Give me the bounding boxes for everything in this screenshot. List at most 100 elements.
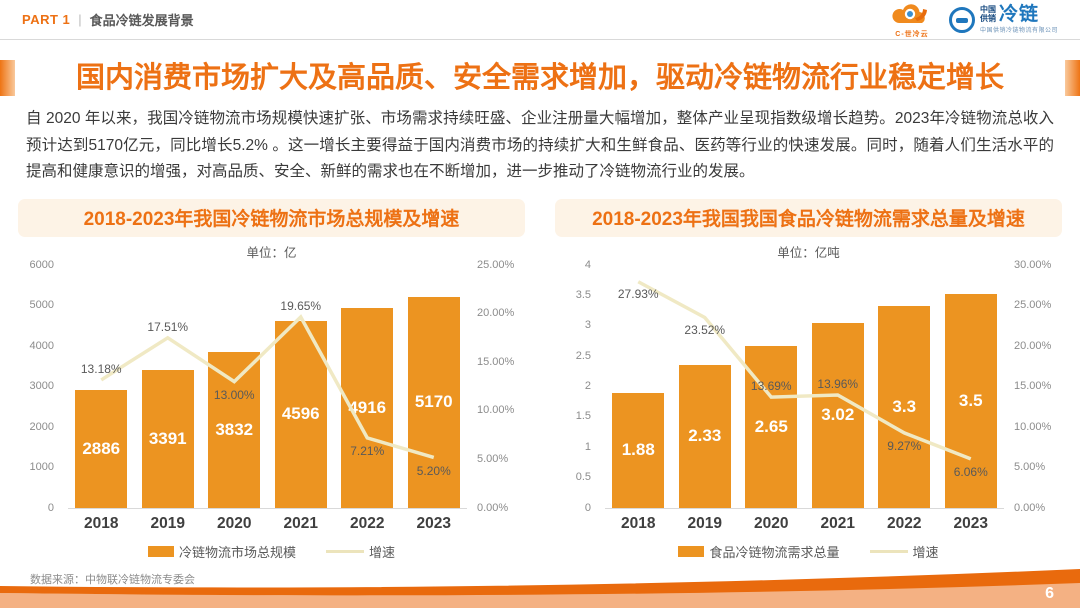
bar-value-label: 2.33 xyxy=(688,426,722,446)
unit-label: 单位：亿 xyxy=(246,245,297,260)
bar-value-label: 3832 xyxy=(215,419,254,439)
bar-value-label: 3.02 xyxy=(821,405,855,425)
y-tick-right: 25.00% xyxy=(1014,299,1052,311)
title-edge-accent-left xyxy=(0,60,15,96)
growth-label: 9.27% xyxy=(887,439,922,454)
legend-item: 增速 xyxy=(869,542,939,561)
bar-slot: 5170 xyxy=(401,265,468,508)
bar: 1.88 xyxy=(612,392,665,508)
y-tick-left: 6000 xyxy=(29,258,54,271)
legend: 食品冷链物流需求总量 增速 xyxy=(551,542,1066,561)
y-tick-right: 5.00% xyxy=(477,452,509,465)
coop-tagline: 中国供销冷链物流有限公司 xyxy=(979,28,1058,34)
y-tick-right: 10.00% xyxy=(477,404,515,417)
growth-line xyxy=(605,265,1004,508)
category-label: 2022 xyxy=(350,514,385,532)
y-tick-right: 20.00% xyxy=(1014,339,1052,352)
category-label: 2022 xyxy=(887,514,922,532)
bar-slot: 4596 xyxy=(268,265,335,508)
growth-label: 19.65% xyxy=(280,298,322,313)
y-tick-left: 0.5 xyxy=(575,471,591,484)
category-label: 2019 xyxy=(687,514,722,532)
y-tick-left: 2.5 xyxy=(575,349,591,362)
bar-value-label: 3.5 xyxy=(958,390,983,410)
bar-slot: 3.5 xyxy=(938,265,1005,508)
coop-coldchain-logo: 中国 供销 冷链 中国供销冷链物流有限公司 xyxy=(948,5,1058,34)
category-label: 2019 xyxy=(150,514,185,532)
legend-item: 食品冷链物流需求总量 xyxy=(678,542,840,561)
footer-wave xyxy=(0,568,1080,608)
legend-label: 冷链物流市场总规模 xyxy=(178,544,296,560)
charts-row: 2018-2023年我国冷链物流市场总规模及增速 单位：亿 0 1000 2000 3… xyxy=(0,198,1080,561)
growth-label: 5.20% xyxy=(416,463,451,478)
growth-label: 6.06% xyxy=(953,465,988,480)
category-label: 2020 xyxy=(217,514,252,532)
bar: 3391 xyxy=(141,369,194,508)
bar-value-label: 2886 xyxy=(82,438,121,458)
bar: 4596 xyxy=(274,320,327,508)
y-axis-right: 0.00% 5.00% 10.00% 15.00% 20.00% 25.00% xyxy=(473,259,525,514)
bar: 2.33 xyxy=(678,365,731,508)
y-tick-right: 25.00% xyxy=(477,258,515,271)
bar: 2.65 xyxy=(745,345,798,508)
bar-slot: 3391 xyxy=(135,265,202,508)
bar-slot: 2886 xyxy=(68,265,135,508)
coop-stack-top: 中国 xyxy=(979,5,996,15)
category-label: 2018 xyxy=(621,514,656,532)
chart-title-bar: 2018-2023年我国我国食品冷链物流需求总量及增速 xyxy=(555,198,1062,237)
y-axis-right: 0.00% 5.00% 10.00% 15.00% 20.00% 25.00% 30.00% xyxy=(1010,259,1062,514)
y-tick-left: 0 xyxy=(584,501,591,514)
category-label: 2020 xyxy=(754,514,789,532)
y-tick-left: 1 xyxy=(584,440,591,453)
bar: 3.02 xyxy=(811,323,864,508)
y-axis-left: 0 0.5 1 1.5 2 2.5 3 3.5 4 xyxy=(555,259,597,514)
y-tick-left: 0 xyxy=(47,501,54,514)
title-edge-accent-right xyxy=(1065,60,1080,96)
part-label: PART 1 xyxy=(22,12,71,27)
bar: 5170 xyxy=(407,297,460,508)
y-tick-left: 2 xyxy=(584,380,591,392)
y-tick-right: 10.00% xyxy=(1014,420,1052,433)
legend: 冷链物流市场总规模 增速 xyxy=(14,542,529,561)
header-separator: | xyxy=(78,12,82,27)
bar: 3832 xyxy=(208,351,261,508)
y-tick-right: 30.00% xyxy=(1014,258,1052,271)
legend-bar-swatch xyxy=(678,545,705,557)
category-label: 2023 xyxy=(416,514,451,532)
growth-line xyxy=(68,265,467,508)
chart-market-scale: 2018-2023年我国冷链物流市场总规模及增速 单位：亿 0 1000 2000 3… xyxy=(14,198,529,561)
page-title: 国内消费市场扩大及高品质、安全需求增加，驱动冷链物流行业稳定增长 xyxy=(75,62,1004,94)
breadcrumb: PART 1 | 食品冷链发展背景 xyxy=(22,10,194,29)
bar-value-label: 3391 xyxy=(148,428,187,448)
y-tick-left: 4 xyxy=(584,258,591,271)
category-label: 2023 xyxy=(953,514,988,532)
y-tick-right: 20.00% xyxy=(477,307,515,320)
legend-label: 增速 xyxy=(912,544,939,560)
bar: 2886 xyxy=(75,390,128,508)
chart-title: 2018-2023年我国冷链物流市场总规模及增速 xyxy=(83,209,460,230)
category-label: 2021 xyxy=(820,514,855,532)
x-axis: 2018 2019 2020 2021 2022 2023 xyxy=(605,515,1004,533)
data-source-note: 数据来源：中物联冷链物流专委会 xyxy=(30,574,195,586)
legend-label: 增速 xyxy=(369,544,396,560)
coop-emblem-icon xyxy=(948,6,975,33)
bar-slot: 3832 xyxy=(201,265,268,508)
y-tick-left: 4000 xyxy=(29,339,54,352)
y-tick-left: 3.5 xyxy=(575,288,591,301)
section-title: 食品冷链发展背景 xyxy=(89,13,194,28)
legend-bar-swatch xyxy=(147,545,174,557)
bar-series: 2886 3391 3832 4596 4916 5170 xyxy=(68,265,467,508)
bar-value-label: 3.3 xyxy=(892,396,917,416)
plot-area: 0 0.5 1 1.5 2 2.5 3 3.5 4 0.00% 5.00% 10.00% 15.00%… xyxy=(576,259,1052,514)
chart-demand-volume: 2018-2023年我国我国食品冷链物流需求总量及增速 单位：亿吨 0 0.5 1 1… xyxy=(551,198,1066,561)
bar-slot: 1.88 xyxy=(605,265,672,508)
y-tick-right: 0.00% xyxy=(477,501,509,514)
page-number: 6 xyxy=(1045,585,1054,602)
cloud-icon xyxy=(889,2,935,30)
bar-value-label: 4916 xyxy=(348,397,387,417)
bar-value-label: 1.88 xyxy=(621,440,655,460)
bar: 3.5 xyxy=(944,294,997,508)
growth-label: 13.18% xyxy=(80,361,122,376)
y-tick-left: 5000 xyxy=(29,299,54,311)
